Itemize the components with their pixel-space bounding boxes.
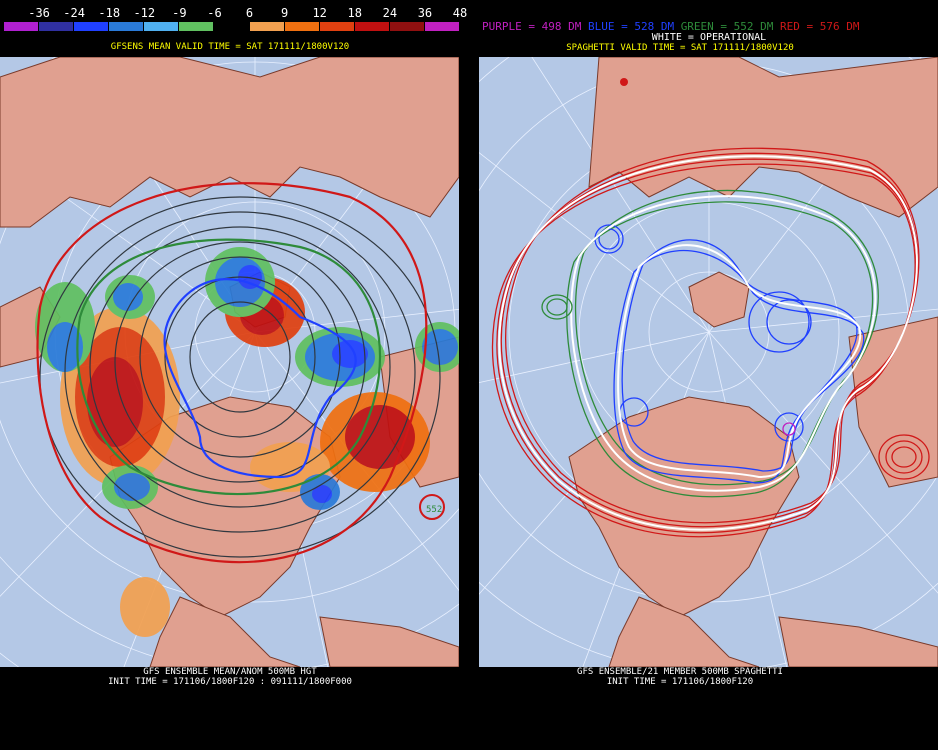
contour-label-552: 552 bbox=[426, 505, 442, 515]
ensemble-mean-map-svg: 552 bbox=[0, 57, 459, 667]
scale-tick-label: 6 bbox=[245, 6, 254, 20]
scale-swatch bbox=[389, 22, 425, 31]
color-scale-bar bbox=[4, 22, 461, 31]
scale-tick-label: -9 bbox=[172, 6, 187, 20]
spaghetti-legend: PURPLE = 498 DM BLUE = 528 DM GREEN = 55… bbox=[482, 20, 860, 33]
contour-552 bbox=[76, 238, 382, 496]
scale-tick-label: 48 bbox=[452, 6, 468, 20]
scale-swatch bbox=[284, 22, 320, 31]
operational-contours bbox=[498, 155, 918, 531]
scale-tick-label: -18 bbox=[98, 6, 121, 20]
scale-swatch bbox=[249, 22, 285, 31]
scale-tick-label: 36 bbox=[417, 6, 433, 20]
legend-green: GREEN = 552 DM bbox=[680, 20, 774, 33]
right-caption-line2: INIT TIME = 171106/1800F120 bbox=[606, 677, 754, 687]
scale-tick-label: 24 bbox=[382, 6, 398, 20]
contour-528 bbox=[163, 278, 357, 479]
left-caption-line1: GFS ENSEMBLE MEAN/ANOM 500MB HGT bbox=[143, 667, 317, 677]
right-panel-title: SPAGHETTI VALID TIME = SAT 171111/1800V1… bbox=[566, 43, 794, 53]
spaghetti-map bbox=[479, 57, 938, 667]
left-panel-title: GFSENS MEAN VALID TIME = SAT 171111/1800… bbox=[110, 42, 350, 52]
left-caption-line2: INIT TIME = 171106/1800F120 : 091111/180… bbox=[108, 677, 352, 687]
scale-swatch bbox=[144, 22, 180, 31]
spaghetti-576-closed-high bbox=[878, 434, 930, 480]
spaghetti-552-small-loop bbox=[541, 294, 573, 320]
scale-swatch bbox=[74, 22, 110, 31]
legend-purple: PURPLE = 498 DM bbox=[482, 20, 582, 33]
scale-swatch bbox=[319, 22, 355, 31]
scale-tick-label: -36 bbox=[28, 6, 50, 20]
scale-tick-label: -12 bbox=[133, 6, 156, 20]
scale-tick-label: 18 bbox=[347, 6, 362, 20]
legend-blue: BLUE = 528 DM bbox=[587, 20, 675, 33]
spaghetti-576-dot bbox=[620, 78, 628, 86]
spaghetti-map-svg bbox=[479, 57, 938, 667]
scale-swatch bbox=[179, 22, 215, 31]
scale-tick-label: 12 bbox=[312, 6, 327, 20]
scale-tick-label: -6 bbox=[207, 6, 222, 20]
scale-swatch bbox=[214, 22, 250, 31]
closed-high-contour bbox=[419, 494, 445, 520]
ensemble-mean-map: 552 bbox=[0, 57, 459, 667]
scale-swatch bbox=[109, 22, 145, 31]
scale-tick-label: 9 bbox=[280, 6, 289, 20]
contour-576 bbox=[36, 182, 428, 564]
spaghetti-operational-note: WHITE = OPERATIONAL bbox=[651, 32, 767, 43]
scale-tick-label: -24 bbox=[63, 6, 85, 20]
scale-swatch bbox=[4, 22, 40, 31]
scale-swatch bbox=[39, 22, 75, 31]
spaghetti-498-loop bbox=[782, 422, 796, 436]
legend-red: RED = 576 DM bbox=[780, 20, 860, 33]
scale-swatch bbox=[424, 22, 461, 31]
scale-swatch bbox=[354, 22, 390, 31]
height-contours bbox=[39, 196, 441, 558]
right-caption-line1: GFS ENSEMBLE/21 MEMBER 500MB SPAGHETTI bbox=[577, 667, 783, 677]
